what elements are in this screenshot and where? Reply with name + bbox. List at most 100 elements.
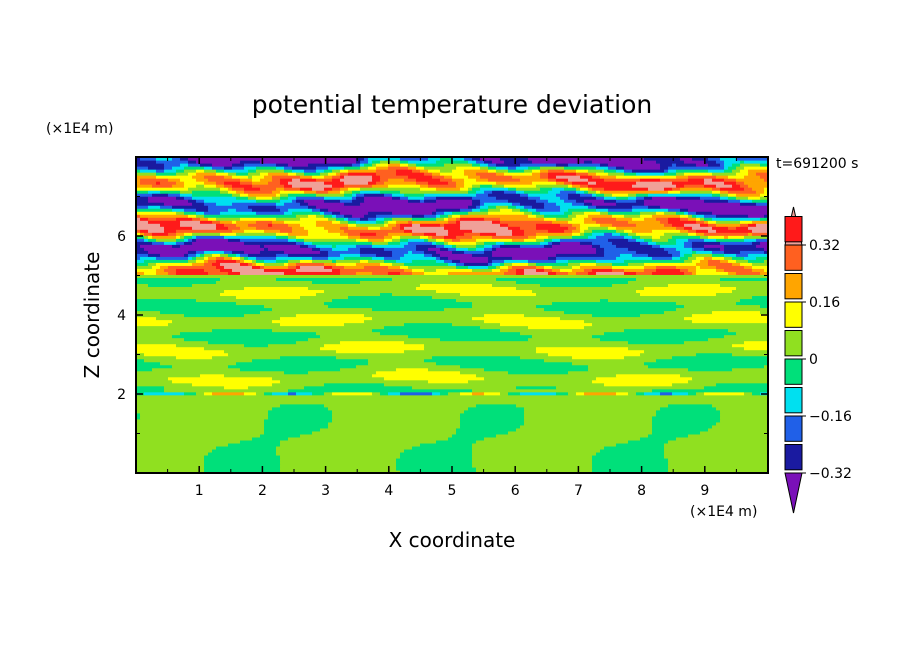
heatmap-cell [156,262,193,266]
heatmap-cell [652,256,673,260]
heatmap-cell [476,439,629,444]
heatmap-cell [376,181,385,185]
heatmap-cell [224,235,277,239]
heatmap-cell [372,328,501,333]
heatmap-cell [144,391,185,396]
heatmap-cell [288,436,449,441]
heatmap-cell [476,469,593,473]
heatmap-cell [732,163,741,167]
heatmap-cell [756,256,768,260]
heatmap-cell [576,214,589,218]
heatmap-cell [380,178,389,182]
heatmap-cell [380,391,389,396]
heatmap-cell [472,445,605,450]
heatmap-cell [268,415,333,420]
heatmap-cell [580,223,601,227]
heatmap-cell [524,205,533,209]
heatmap-cell [684,223,701,227]
heatmap-cell [728,235,745,239]
heatmap-cell [700,196,721,200]
heatmap-cell [428,169,441,173]
heatmap-cell [208,205,249,209]
heatmap-cell [512,238,525,242]
heatmap-cell [412,232,425,236]
heatmap-cell [136,274,768,278]
time-label: t=691200 s [776,156,858,172]
heatmap-cell [628,220,661,224]
heatmap-cell [560,196,569,200]
heatmap-cell [216,181,225,185]
heatmap-cell [228,226,241,230]
heatmap-cell [576,187,581,191]
heatmap-cell [392,211,433,215]
heatmap-cell [340,169,349,173]
heatmap-cell [720,193,729,197]
heatmap-cell [264,427,321,432]
heatmap-cell [216,223,225,227]
heatmap-cell [136,172,157,176]
heatmap-cell [332,214,337,218]
heatmap-cell [484,202,513,206]
heatmap-cell [508,391,521,396]
heatmap-cell [232,202,277,206]
heatmap-cell [360,187,421,191]
heatmap-cell [168,193,181,197]
heatmap-cell [688,379,768,384]
heatmap-cell [764,259,768,263]
heatmap-cell [672,235,701,239]
heatmap-cell [368,361,437,366]
heatmap-cell [548,175,557,179]
heatmap-cell [368,238,385,242]
heatmap-cell [392,277,497,281]
heatmap-cell [216,184,225,188]
heatmap-cell [340,271,357,275]
heatmap-cell [356,271,373,275]
heatmap-cell [600,448,665,453]
heatmap-cell [528,325,585,330]
heatmap-cell [556,256,617,260]
heatmap-cell [616,226,677,230]
heatmap-cell [376,166,389,170]
heatmap-cell [724,178,737,182]
heatmap-cell [588,364,649,369]
heatmap-cell [672,253,681,257]
heatmap-cell [720,157,737,161]
heatmap-cell [196,214,205,218]
heatmap-cell [580,262,597,266]
heatmap-cell [516,205,525,209]
heatmap-cell [136,322,169,327]
heatmap-cell [444,226,461,230]
heatmap-cell [408,166,417,170]
heatmap-cell [204,169,217,173]
heatmap-cell [136,271,145,275]
heatmap-cell [528,337,601,342]
heatmap-cell [228,271,241,275]
heatmap-cell [552,265,573,269]
colorbar: 0.320.160−0.16−0.32 [784,206,852,514]
heatmap-cell [488,178,521,182]
heatmap-cell [388,178,405,182]
heatmap-cell [584,268,593,272]
heatmap-cell [136,244,141,248]
heatmap-cell [392,250,409,254]
heatmap-cell [736,172,749,176]
heatmap-cell [688,268,697,272]
heatmap-cell [660,166,669,170]
heatmap-cell [688,391,697,396]
heatmap-cell [512,265,537,269]
heatmap-cell [144,235,149,239]
heatmap-cell [640,313,693,318]
heatmap-cell [524,190,549,194]
heatmap-cell [480,163,489,167]
heatmap-cell [384,382,605,387]
heatmap-cell [284,220,317,224]
heatmap-cell [668,217,681,221]
heatmap-cell [280,355,337,360]
heatmap-cell [656,409,721,414]
heatmap-cell [328,421,461,426]
heatmap-cell [240,253,249,257]
heatmap-cell [464,250,485,254]
heatmap-cell [344,184,373,188]
heatmap-cell [136,439,241,444]
heatmap-cell [408,334,533,339]
